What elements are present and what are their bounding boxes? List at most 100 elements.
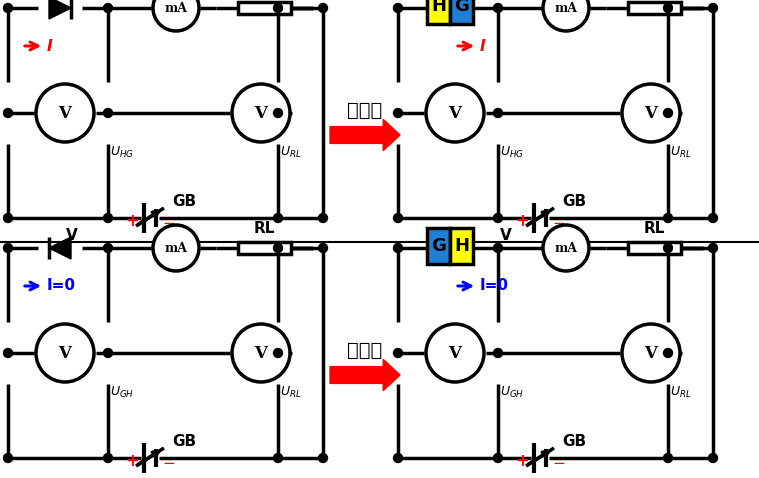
- Circle shape: [663, 348, 672, 358]
- Text: $-$: $-$: [162, 214, 175, 228]
- Circle shape: [4, 214, 12, 222]
- Text: $-$: $-$: [553, 214, 565, 228]
- Text: $U_{RL}$: $U_{RL}$: [280, 385, 301, 400]
- Bar: [628, 2, 681, 14]
- Circle shape: [273, 348, 282, 358]
- Bar: [450, 0, 473, 24]
- Text: +: +: [125, 452, 139, 470]
- Polygon shape: [330, 359, 400, 391]
- Text: 等效于: 等效于: [348, 100, 383, 120]
- Text: I: I: [480, 39, 486, 54]
- Circle shape: [273, 214, 282, 222]
- Circle shape: [708, 214, 717, 222]
- Text: V: V: [66, 0, 77, 3]
- Circle shape: [103, 454, 112, 463]
- Circle shape: [426, 84, 484, 142]
- Text: $-$: $-$: [553, 454, 565, 468]
- Circle shape: [4, 348, 12, 358]
- Text: V: V: [66, 228, 77, 243]
- Text: $U_{HG}$: $U_{HG}$: [110, 145, 134, 160]
- Circle shape: [319, 454, 327, 463]
- Circle shape: [4, 3, 12, 12]
- Circle shape: [153, 0, 199, 31]
- Circle shape: [426, 324, 484, 382]
- Text: $-$: $-$: [162, 454, 175, 468]
- Text: $U_{HG}$: $U_{HG}$: [500, 145, 524, 160]
- Circle shape: [319, 243, 327, 252]
- Circle shape: [393, 214, 402, 222]
- Text: I: I: [47, 39, 52, 54]
- Circle shape: [103, 214, 112, 222]
- Text: V: V: [58, 345, 71, 361]
- Circle shape: [4, 109, 12, 118]
- Text: I=0: I=0: [47, 279, 76, 293]
- Circle shape: [708, 243, 717, 252]
- Circle shape: [36, 84, 94, 142]
- Bar: [450, 228, 473, 264]
- Text: +: +: [125, 212, 139, 230]
- Text: RL: RL: [254, 221, 276, 236]
- Bar: [427, 0, 450, 24]
- Text: 等效于: 等效于: [348, 340, 383, 359]
- Text: V: V: [500, 228, 512, 243]
- Text: GB: GB: [172, 435, 196, 449]
- Text: V: V: [644, 345, 657, 361]
- Circle shape: [103, 348, 112, 358]
- Circle shape: [663, 3, 672, 12]
- Text: G: G: [454, 0, 469, 15]
- Polygon shape: [49, 237, 71, 259]
- Text: mA: mA: [555, 1, 578, 14]
- Circle shape: [622, 324, 680, 382]
- Circle shape: [708, 454, 717, 463]
- Text: G: G: [431, 237, 446, 255]
- Circle shape: [622, 84, 680, 142]
- Text: $U_{GH}$: $U_{GH}$: [500, 385, 524, 400]
- Circle shape: [393, 243, 402, 252]
- Circle shape: [393, 3, 402, 12]
- Circle shape: [663, 243, 672, 252]
- Circle shape: [493, 348, 502, 358]
- Circle shape: [393, 454, 402, 463]
- Circle shape: [663, 454, 672, 463]
- Bar: [238, 2, 291, 14]
- Text: +: +: [515, 212, 529, 230]
- Circle shape: [232, 84, 290, 142]
- Bar: [238, 242, 291, 254]
- Circle shape: [103, 3, 112, 12]
- Text: V: V: [449, 345, 461, 361]
- Circle shape: [663, 214, 672, 222]
- Circle shape: [393, 348, 402, 358]
- Circle shape: [543, 225, 589, 271]
- Circle shape: [273, 3, 282, 12]
- Circle shape: [153, 225, 199, 271]
- Circle shape: [663, 109, 672, 118]
- Text: GB: GB: [562, 195, 586, 209]
- Circle shape: [543, 0, 589, 31]
- Circle shape: [493, 3, 502, 12]
- Text: GB: GB: [562, 435, 586, 449]
- Circle shape: [493, 214, 502, 222]
- Circle shape: [4, 454, 12, 463]
- Text: +: +: [515, 452, 529, 470]
- Circle shape: [493, 454, 502, 463]
- Text: V: V: [58, 105, 71, 121]
- Circle shape: [393, 109, 402, 118]
- Text: mA: mA: [165, 241, 187, 254]
- Text: V: V: [500, 0, 512, 3]
- Text: H: H: [431, 0, 446, 15]
- Text: mA: mA: [165, 1, 187, 14]
- Text: $U_{RL}$: $U_{RL}$: [670, 145, 691, 160]
- Text: $U_{RL}$: $U_{RL}$: [670, 385, 691, 400]
- Text: $U_{GH}$: $U_{GH}$: [110, 385, 134, 400]
- Text: V: V: [644, 105, 657, 121]
- Circle shape: [273, 243, 282, 252]
- Text: GB: GB: [172, 195, 196, 209]
- Circle shape: [103, 243, 112, 252]
- Circle shape: [273, 109, 282, 118]
- Text: H: H: [454, 237, 469, 255]
- Text: V: V: [254, 105, 267, 121]
- Circle shape: [36, 324, 94, 382]
- Bar: [427, 228, 450, 264]
- Polygon shape: [49, 0, 71, 19]
- Circle shape: [493, 243, 502, 252]
